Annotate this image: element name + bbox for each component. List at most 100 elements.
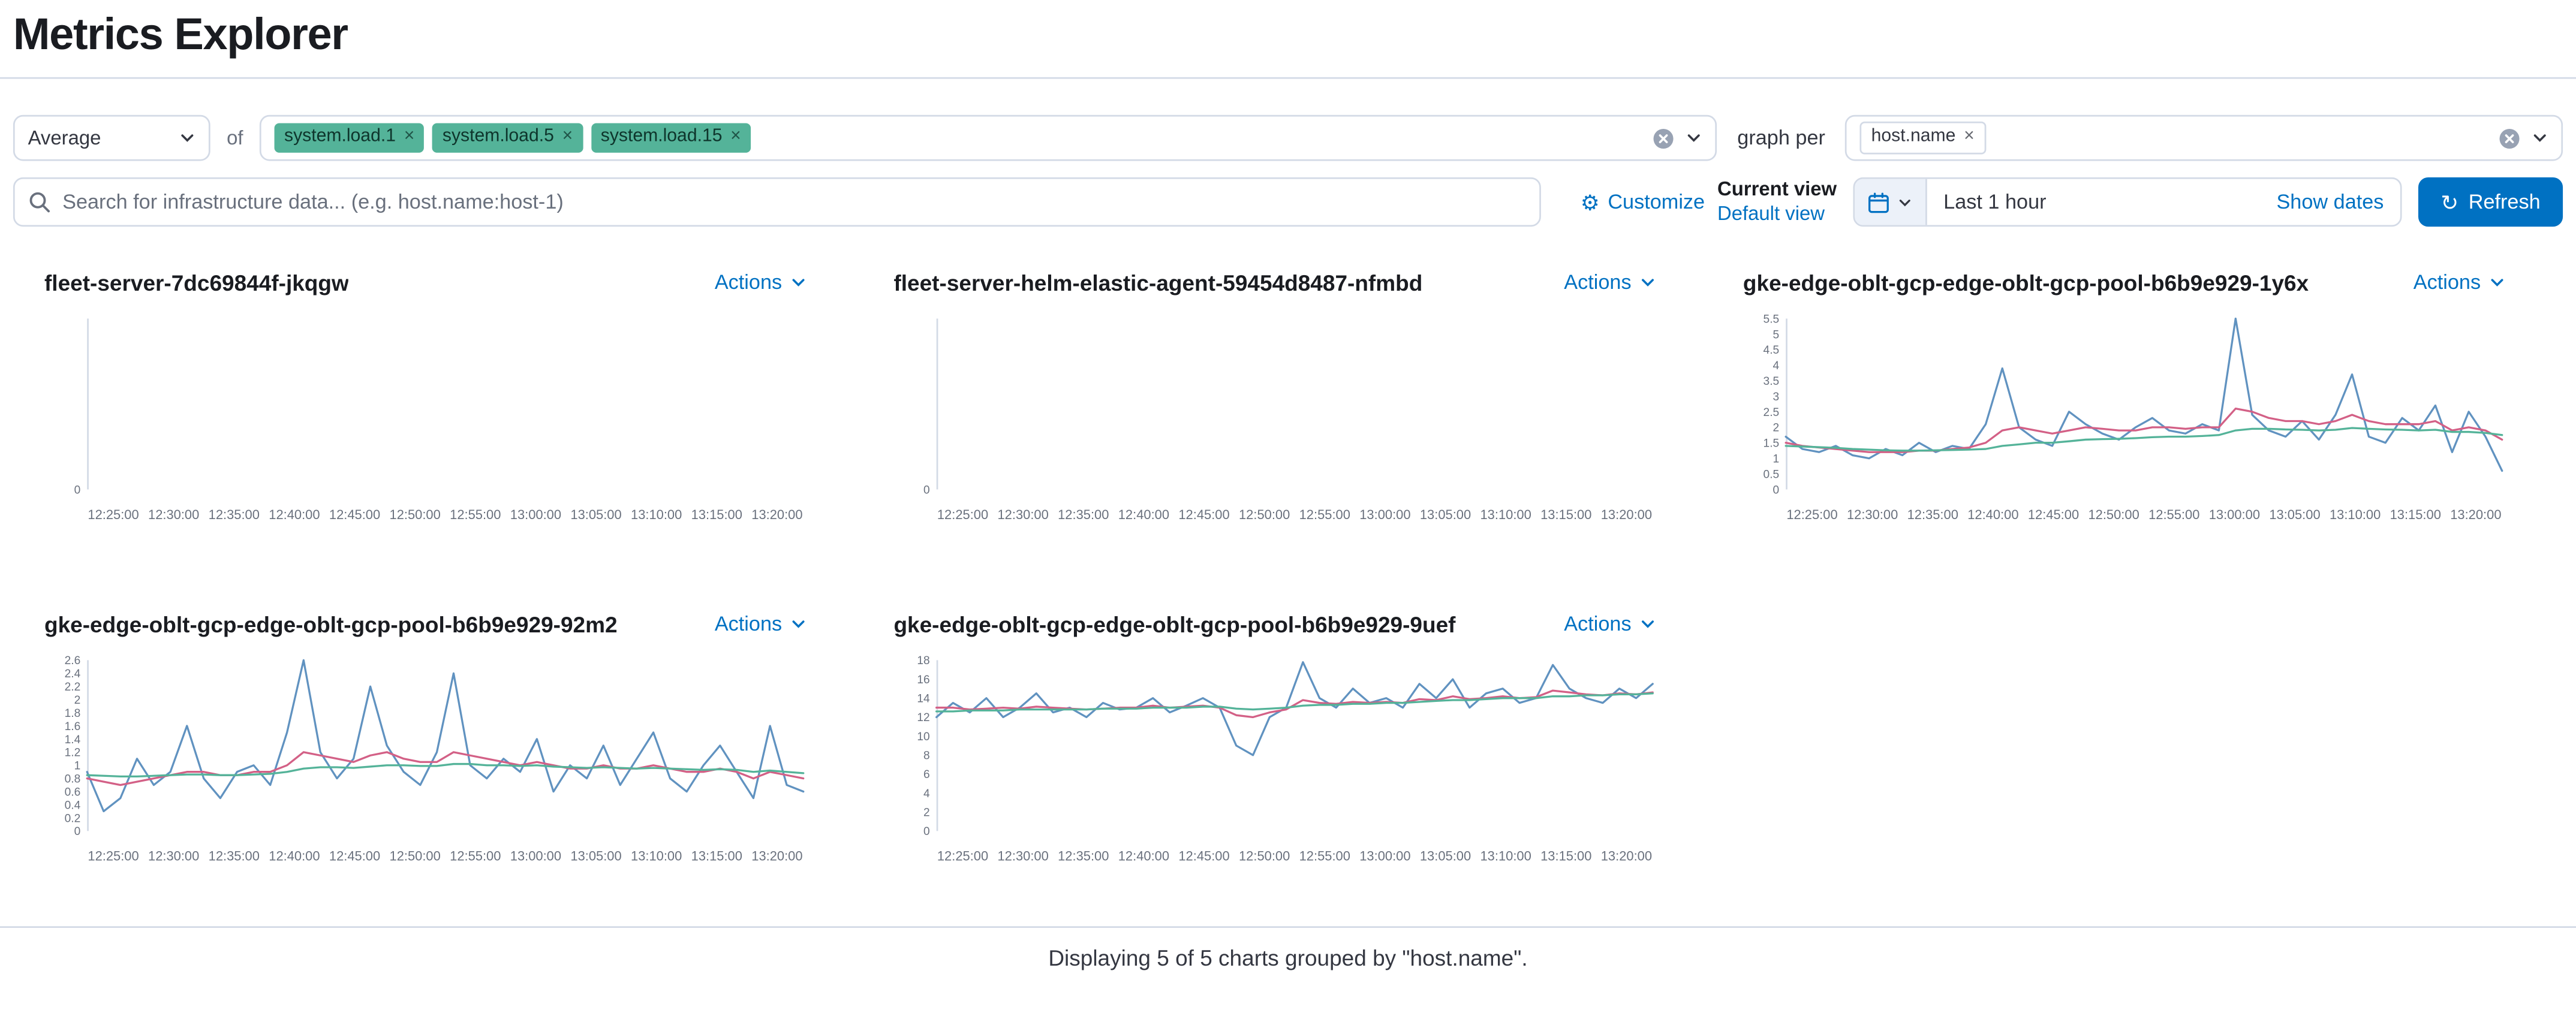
svg-text:13:20:00: 13:20:00 <box>751 507 802 522</box>
svg-text:12:45:00: 12:45:00 <box>1178 849 1229 864</box>
svg-text:12:55:00: 12:55:00 <box>450 849 501 864</box>
svg-text:13:15:00: 13:15:00 <box>691 507 742 522</box>
gear-icon: ⚙ <box>1580 189 1600 215</box>
groupby-pill-label: host.name <box>1871 127 1956 147</box>
svg-text:10: 10 <box>917 731 929 743</box>
chart-canvas[interactable]: 0 12:25:00 12:30:00 12:35:00 12:40:00 12:45:0… <box>44 309 817 539</box>
page-footer: Displaying 5 of 5 charts grouped by "hos… <box>0 926 2576 988</box>
svg-text:12:25:00: 12:25:00 <box>88 849 139 864</box>
svg-text:1: 1 <box>74 760 81 773</box>
super-date-picker: Last 1 hour Show dates <box>1853 177 2402 227</box>
view-selector: Current view Default view <box>1717 177 1837 227</box>
refresh-label: Refresh <box>2468 190 2541 214</box>
svg-text:13:20:00: 13:20:00 <box>2450 507 2501 522</box>
svg-text:2.4: 2.4 <box>65 668 81 680</box>
chart-canvas[interactable]: 0 12:25:00 12:30:00 12:35:00 12:40:00 12:45:0… <box>893 309 1666 539</box>
svg-text:12:35:00: 12:35:00 <box>1907 507 1958 522</box>
customize-button[interactable]: ⚙ Customize <box>1570 189 1714 215</box>
chart-title: gke-edge-oblt-gcp-edge-oblt-gcp-pool-b6b… <box>893 611 1456 637</box>
svg-text:13:00:00: 13:00:00 <box>510 507 561 522</box>
chart-canvas[interactable]: 00.20.40.60.811.21.41.61.822.22.42.6 12:2… <box>44 650 817 881</box>
svg-text:0.4: 0.4 <box>65 799 81 812</box>
of-label: of <box>227 126 243 150</box>
svg-text:12:35:00: 12:35:00 <box>1058 507 1109 522</box>
refresh-button[interactable]: ↻ Refresh <box>2418 177 2563 227</box>
chevron-down-icon <box>1639 616 1656 632</box>
chevron-down-icon <box>790 275 806 291</box>
chevron-down-icon[interactable] <box>2532 129 2548 146</box>
header-divider <box>0 77 2576 79</box>
svg-text:4.5: 4.5 <box>1764 344 1780 357</box>
time-range-value[interactable]: Last 1 hour <box>1943 190 2047 214</box>
svg-text:2.5: 2.5 <box>1764 406 1780 419</box>
remove-pill-icon[interactable]: × <box>404 127 415 147</box>
metric-pill-label: system.load.15 <box>600 127 723 147</box>
svg-text:13:00:00: 13:00:00 <box>510 849 561 864</box>
svg-text:12:30:00: 12:30:00 <box>998 507 1049 522</box>
svg-text:16: 16 <box>917 674 929 686</box>
chart-actions-button[interactable]: Actions <box>1554 611 1666 637</box>
metric-pill[interactable]: system.load.1 × <box>274 123 425 152</box>
default-view-link[interactable]: Default view <box>1717 201 1825 225</box>
svg-text:8: 8 <box>923 750 930 762</box>
groupby-pill[interactable]: host.name × <box>1859 122 1986 154</box>
chart-actions-button[interactable]: Actions <box>2403 269 2515 296</box>
svg-text:0.5: 0.5 <box>1764 468 1780 481</box>
metric-pill-label: system.load.5 <box>442 127 554 147</box>
show-dates-link[interactable]: Show dates <box>2276 190 2384 214</box>
metric-pill[interactable]: system.load.5 × <box>432 123 583 152</box>
svg-text:13:10:00: 13:10:00 <box>2330 507 2381 522</box>
groupby-combobox[interactable]: host.name × <box>1844 114 2563 161</box>
svg-text:12:25:00: 12:25:00 <box>1786 507 1837 522</box>
svg-text:12:55:00: 12:55:00 <box>2148 507 2199 522</box>
svg-text:0: 0 <box>74 484 81 496</box>
metric-chart[interactable]: 0 2 4 6 8 10 12 14 16 18 12:25:00 12:30:00 12:35:00 1… <box>893 650 1666 881</box>
svg-text:12:50:00: 12:50:00 <box>2088 507 2139 522</box>
metric-chart[interactable]: 0 0.2 0.4 0.6 0.8 1 1.2 1.4 1.6 1.8 2 2.2 2.4 2.6 12:2… <box>44 650 817 881</box>
metrics-combobox[interactable]: system.load.1 × system.load.5 × system.l… <box>259 114 1718 161</box>
metric-chart[interactable]: 0 12:25:00 12:30:00 12:35:00 12:40:00 12:45:0… <box>893 309 1666 539</box>
calendar-icon <box>1868 191 1889 213</box>
svg-text:12:50:00: 12:50:00 <box>1239 849 1290 864</box>
chart-title: gke-edge-oblt-gcp-edge-oblt-gcp-pool-b6b… <box>1743 270 2309 295</box>
page-title: Metrics Explorer <box>13 10 348 59</box>
remove-pill-icon[interactable]: × <box>730 127 741 147</box>
actions-label: Actions <box>714 612 783 636</box>
svg-text:13:00:00: 13:00:00 <box>1359 849 1410 864</box>
chevron-down-icon <box>2489 275 2505 291</box>
svg-text:1.4: 1.4 <box>65 734 81 746</box>
clear-metrics-icon[interactable] <box>1654 127 1675 149</box>
chart-canvas[interactable]: 0 2 4 6 8 10 12 14 16 18 12:25:00 12:30:00 12:35:00 1… <box>893 650 1666 881</box>
svg-text:12:25:00: 12:25:00 <box>937 849 988 864</box>
svg-text:12:45:00: 12:45:00 <box>329 507 380 522</box>
chevron-down-icon <box>179 129 195 146</box>
clear-groupby-icon[interactable] <box>2499 127 2520 149</box>
chart-actions-button[interactable]: Actions <box>705 269 816 296</box>
chart-actions-button[interactable]: Actions <box>1554 269 1666 296</box>
quick-select-button[interactable] <box>1855 179 1927 225</box>
chart-actions-button[interactable]: Actions <box>705 611 816 637</box>
refresh-icon: ↻ <box>2440 189 2459 215</box>
chevron-down-icon[interactable] <box>1686 129 1702 146</box>
svg-text:13:00:00: 13:00:00 <box>1359 507 1410 522</box>
svg-text:13:20:00: 13:20:00 <box>1601 507 1652 522</box>
svg-text:18: 18 <box>917 655 929 667</box>
svg-text:5: 5 <box>1773 328 1780 341</box>
search-input[interactable] <box>62 190 1527 214</box>
chart-canvas[interactable]: 0 0.5 1 1.5 2 2.5 3 3.5 4 4.5 5 5.5 12:25:00 12:30:00… <box>1743 309 2515 539</box>
remove-pill-icon[interactable]: × <box>562 127 573 147</box>
svg-text:12:50:00: 12:50:00 <box>390 849 441 864</box>
svg-text:12:30:00: 12:30:00 <box>148 849 199 864</box>
chart-title: gke-edge-oblt-gcp-edge-oblt-gcp-pool-b6b… <box>44 611 618 637</box>
metric-chart[interactable]: 0 12:25:00 12:30:00 12:35:00 12:40:00 12:45:0… <box>44 309 817 539</box>
svg-text:12:55:00: 12:55:00 <box>1299 849 1350 864</box>
search-input-wrapper[interactable] <box>13 177 1541 227</box>
svg-text:6: 6 <box>923 768 930 781</box>
metric-pill[interactable]: system.load.15 × <box>591 123 751 152</box>
svg-text:12:45:00: 12:45:00 <box>2028 507 2079 522</box>
aggregation-select[interactable]: Average <box>13 114 210 161</box>
metric-chart[interactable]: 0 0.5 1 1.5 2 2.5 3 3.5 4 4.5 5 5.5 12:25:00 12:30:00… <box>1743 309 2515 539</box>
remove-pill-icon[interactable]: × <box>1964 127 1975 147</box>
svg-text:1: 1 <box>1773 453 1780 466</box>
svg-text:13:10:00: 13:10:00 <box>631 849 682 864</box>
